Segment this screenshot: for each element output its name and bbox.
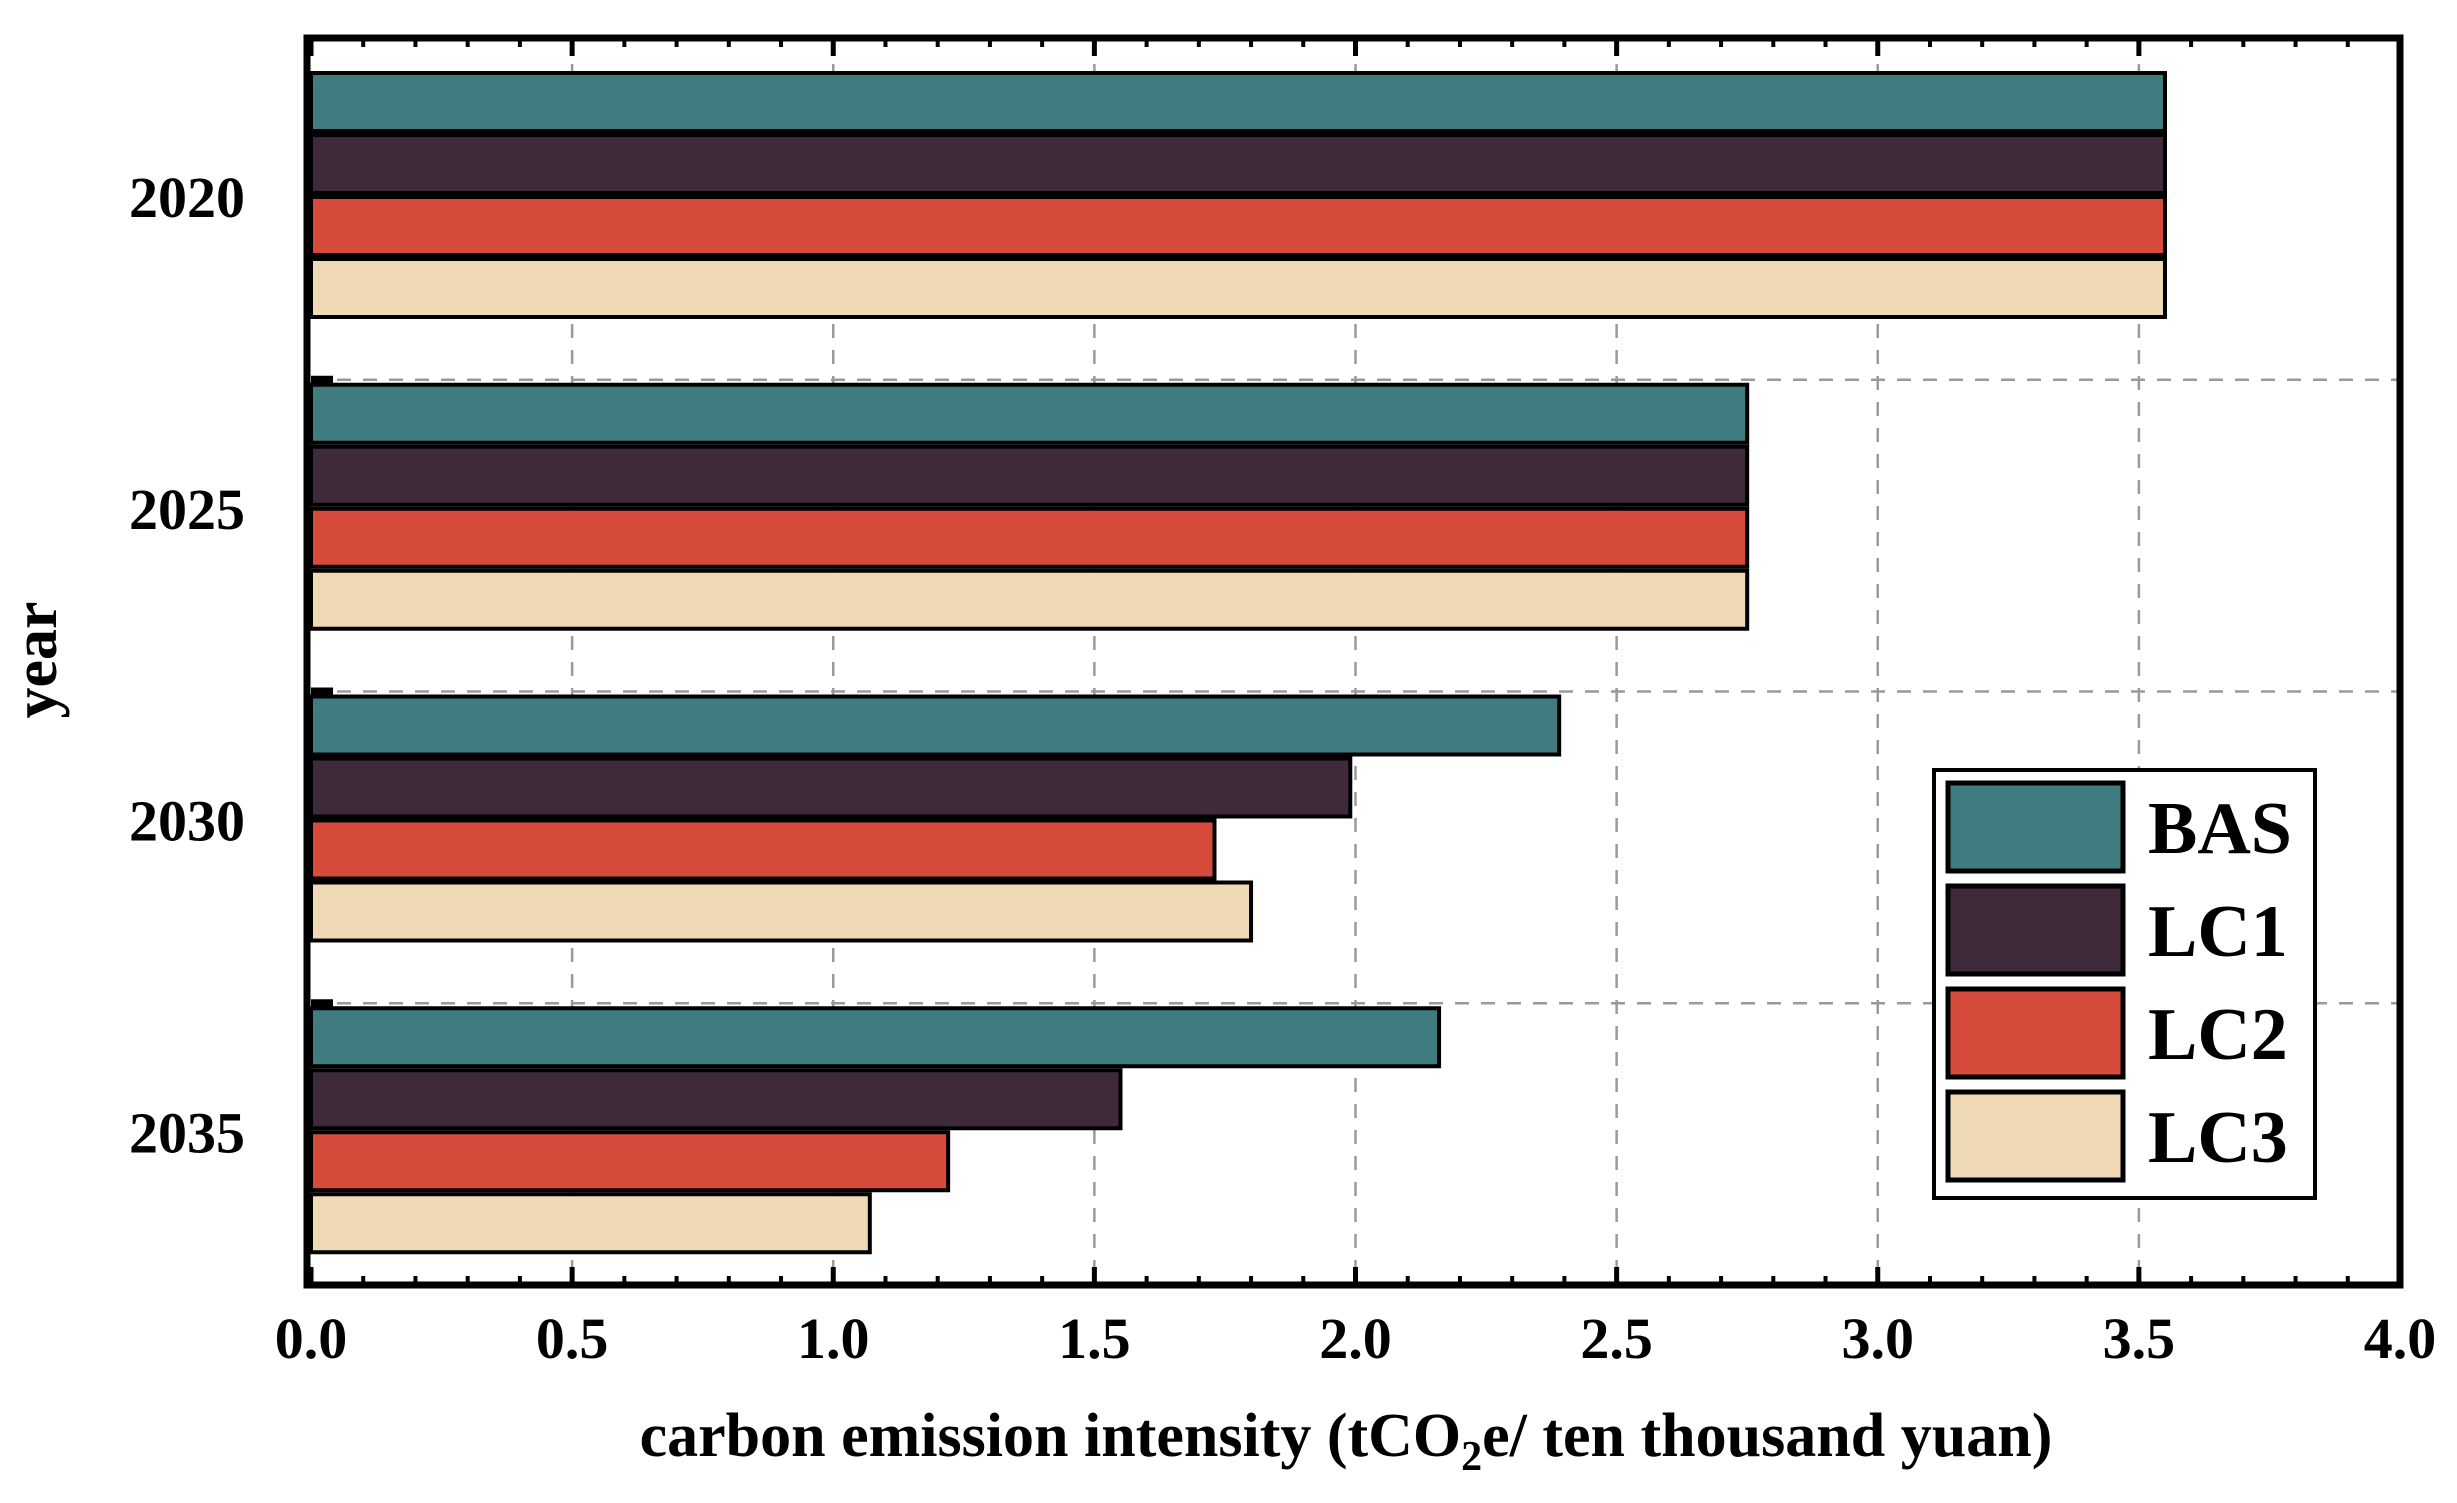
bar-2020-LC2 [309,195,2167,257]
bar-2020-LC3 [309,257,2167,319]
bar-2035-LC2 [309,1130,951,1193]
y-tick-label: 2035 [129,1100,245,1165]
bar-2025-LC2 [309,506,1750,569]
plot-frame [303,34,2404,1289]
y-tick-label: 2030 [129,789,245,854]
bar-2030-LC2 [309,818,1217,881]
x-tick-label: 4.0 [2364,1306,2437,1371]
legend-swatch-LC1 [1945,883,2126,977]
bar-2035-LC1 [309,1068,1123,1131]
grid-lines [311,38,2400,1285]
bar-2035-BAS [309,1006,1442,1069]
x-tick-label: 1.0 [797,1306,870,1371]
y-tick-labels: 2020 2025 2030 2035 [129,165,245,1165]
x-axis-title-subscript: 2 [1461,1434,1482,1480]
bar-2030-LC3 [309,880,1254,943]
x-tick-label: 2.0 [1319,1306,1392,1371]
legend-label-LC3: LC3 [2148,1097,2288,1179]
x-tick-label: 3.5 [2103,1306,2176,1371]
legend-swatch-LC2 [1945,986,2126,1080]
bar-2025-LC1 [309,444,1750,507]
x-tick-label: 2.5 [1580,1306,1653,1371]
y-axis-title: year [2,601,70,718]
x-tick-label: 0.5 [536,1306,609,1371]
bars [309,71,2167,1255]
x-tick-label: 0.0 [275,1306,348,1371]
x-tick-label: 3.0 [1842,1306,1915,1371]
legend-swatch-LC3 [1945,1089,2126,1183]
legend-label-LC1: LC1 [2148,891,2288,973]
x-tick-labels: 0.0 0.5 1.0 1.5 2.0 2.5 3.0 3.5 4.0 [275,1306,2437,1371]
legend-label-LC2: LC2 [2148,994,2288,1076]
bar-2030-BAS [309,694,1562,757]
legend-swatch-BAS [1945,780,2126,874]
x-axis-title-main: carbon emission intensity (tCO [640,1402,1462,1470]
legend-label-BAS: BAS [2148,788,2292,870]
x-axis-title: carbon emission intensity (tCO2e/ ten th… [640,1402,2053,1480]
legend-items: BAS LC1 LC2 LC3 [1945,780,2292,1183]
bar-2035-LC3 [309,1192,872,1255]
legend: BAS LC1 LC2 LC3 [1932,768,2317,1200]
bar-2025-BAS [309,382,1750,445]
x-axis-title-tail: e/ ten thousand yuan) [1482,1402,2052,1470]
y-tick-label: 2020 [129,165,245,230]
bar-2030-LC1 [309,756,1353,819]
bar-2020-LC1 [309,133,2167,195]
x-tick-label: 1.5 [1058,1306,1131,1371]
bar-2020-BAS [309,71,2167,133]
y-tick-label: 2025 [129,477,245,542]
bar-2025-LC3 [309,568,1750,631]
